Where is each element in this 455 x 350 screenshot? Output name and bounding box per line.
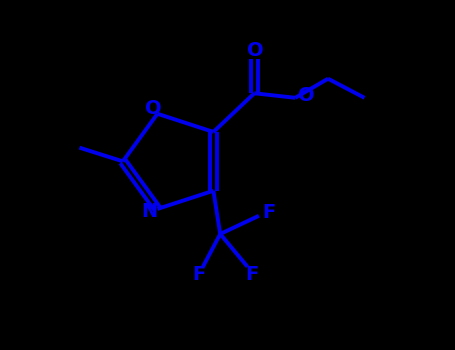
Text: F: F	[245, 265, 259, 285]
Text: F: F	[262, 203, 276, 222]
Text: F: F	[192, 265, 205, 285]
Text: O: O	[247, 41, 263, 61]
Text: O: O	[146, 99, 162, 118]
Text: N: N	[141, 202, 157, 221]
Text: O: O	[298, 86, 315, 105]
